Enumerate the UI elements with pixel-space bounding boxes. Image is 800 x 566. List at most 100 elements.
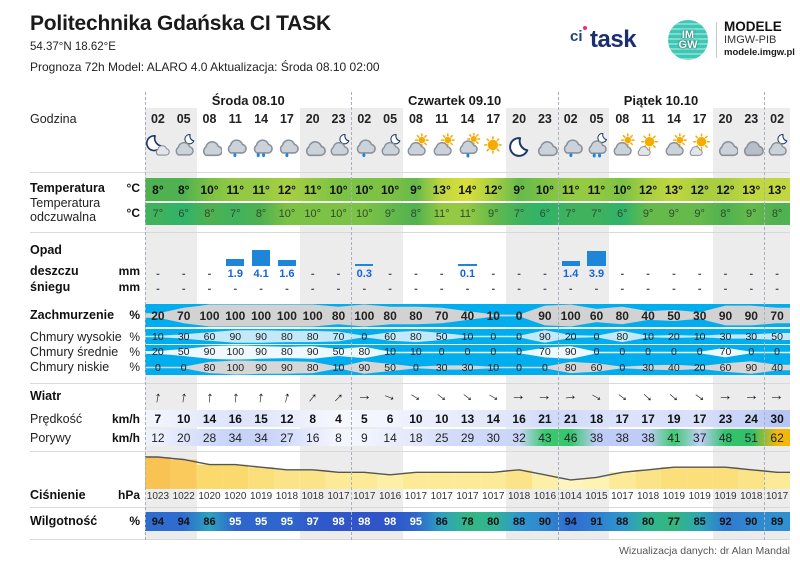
unit-chmury-srednie: % — [129, 345, 140, 359]
value-cell: 5 — [360, 411, 368, 426]
value-cell: 17 — [693, 411, 707, 426]
hour-cell: 17 — [486, 112, 501, 126]
humidity-value: 77 — [667, 515, 681, 528]
pressure-value: 1018 — [301, 490, 324, 502]
value-cell: 62 — [770, 430, 784, 445]
rain-bars-row — [145, 238, 790, 266]
cloud-moon-rain-2-icon — [584, 130, 610, 162]
cloud-value: 30 — [693, 308, 707, 323]
snow-value: - — [207, 282, 212, 295]
cloud-value: 50 — [332, 346, 345, 358]
wind-direction-arrow-icon: ↑ — [768, 393, 786, 401]
wind-direction-arrow-icon: ↑ — [432, 388, 451, 406]
cloud-value: 30 — [461, 361, 474, 374]
pressure-value: 1017 — [430, 490, 453, 502]
snow-value: - — [156, 282, 160, 295]
rain-value: - — [543, 267, 547, 280]
day-header-row: Środa 08.10 Czwartek 09.10 Piątek 10.10 — [145, 92, 790, 108]
cloud-value: 0 — [541, 361, 548, 374]
rain-value: - — [310, 267, 315, 280]
value-cell: 7° — [591, 208, 602, 220]
value-cell: 9° — [488, 208, 499, 220]
rain-bar-cell — [145, 238, 171, 266]
cloud-value: 90 — [203, 346, 216, 358]
snow-value: - — [181, 282, 186, 295]
modele-url-link[interactable]: modele.imgw.pl — [724, 47, 795, 58]
sun-icon — [480, 130, 506, 162]
cloud-value: 100 — [560, 308, 581, 323]
cloud-value: 0 — [774, 346, 780, 358]
hour-cell: 05 — [176, 112, 191, 126]
imgw-logo-line1: IM — [681, 29, 695, 41]
moon-cloud-icon — [145, 130, 171, 162]
cloud-value: 10 — [332, 361, 345, 374]
cloud-value: 0 — [515, 308, 523, 323]
temperature-band: 8° 8° 10° 11° 11° 12° 11° 10° 10° 10° 9° 13° 14° 12° 9… — [145, 178, 790, 201]
value-cell: 11° — [433, 208, 450, 220]
cloud-value: 0 — [645, 346, 651, 358]
rain-bar-cell — [351, 238, 377, 266]
rain-value: 1.6 — [279, 267, 295, 280]
cloud-mid-band: 20 50 90 100 90 80 90 50 80 10 10 0 0 0 0 70 90 0 0 0 0 0 70 0 0 — [145, 344, 790, 360]
pressure-value: 1019 — [249, 490, 273, 502]
hour-cell: 20 — [718, 112, 733, 126]
section-divider — [30, 451, 790, 452]
snow-value: - — [491, 282, 496, 295]
value-cell: 11° — [226, 182, 245, 197]
value-cell: 14 — [202, 411, 217, 426]
unit-cisnienie: hPa — [117, 488, 140, 502]
hour-cell: 11 — [435, 112, 449, 126]
rain-bar-cell — [738, 238, 764, 266]
cloud-value: 40 — [771, 361, 783, 374]
rain-bar-cell — [713, 238, 739, 266]
cloud-value: 20 — [151, 308, 165, 323]
value-cell: 9 — [360, 430, 368, 445]
rain-bar-cell — [403, 238, 429, 266]
section-divider — [30, 232, 790, 233]
hours-row: 02 05 08 11 14 17 20 23 02 05 08 11 14 17 20 23 02 05 08 11… — [145, 110, 790, 128]
value-cell: 8° — [771, 208, 783, 220]
value-cell: 19 — [667, 411, 681, 426]
snow-value: - — [594, 282, 599, 295]
cloud-value: 50 — [771, 330, 783, 343]
cloud-rain-1-icon — [274, 130, 300, 162]
cloud-value: 0 — [412, 361, 419, 374]
cloud-value: 50 — [667, 308, 681, 323]
pressure-value: 1016 — [533, 490, 557, 502]
value-cell: 30 — [486, 430, 500, 445]
cloud-value: 0 — [490, 330, 497, 343]
wind-direction-arrow-icon: ↑ — [510, 392, 528, 402]
value-cell: 10° — [535, 182, 554, 197]
unit-sniegu: mm — [118, 280, 140, 294]
value-cell: 18 — [589, 411, 604, 426]
cloud-value: 0 — [516, 361, 522, 374]
value-cell: 11° — [561, 182, 580, 197]
rain-value: - — [156, 267, 160, 280]
pressure-value: 1017 — [765, 490, 789, 502]
cloud-value: 20 — [152, 346, 164, 358]
pressure-value: 1017 — [456, 490, 479, 502]
value-cell: 51 — [744, 430, 758, 445]
row-label-godzina: Godzina — [30, 112, 77, 126]
pressure-value: 1014 — [559, 490, 582, 502]
rain-value: 0.3 — [356, 267, 372, 280]
snow-values-row: ------------------------- — [145, 281, 790, 296]
rain-bar-cell — [429, 238, 455, 266]
pressure-value: 1018 — [507, 490, 531, 502]
cloud-value: 100 — [199, 308, 220, 323]
value-cell: 6° — [617, 208, 628, 220]
cloud-value: 0 — [670, 346, 677, 358]
humidity-value: 94 — [177, 515, 190, 528]
value-cell: 16 — [512, 411, 526, 426]
value-cell: 12° — [484, 182, 503, 197]
imgw-modele-block: MODELE IMGW-PIB modele.imgw.pl — [724, 20, 795, 59]
cloud-value: 60 — [384, 330, 396, 343]
modele-subtitle: IMGW-PIB — [724, 34, 777, 46]
value-cell: 30 — [770, 411, 784, 426]
humidity-value: 90 — [745, 515, 758, 528]
cloud-value: 10 — [642, 330, 654, 343]
cloud-value: 60 — [590, 361, 603, 374]
rain-bar-cell — [300, 238, 326, 266]
wind-direction-arrow-icon: ↑ — [355, 393, 373, 401]
rain-value: - — [697, 267, 702, 280]
